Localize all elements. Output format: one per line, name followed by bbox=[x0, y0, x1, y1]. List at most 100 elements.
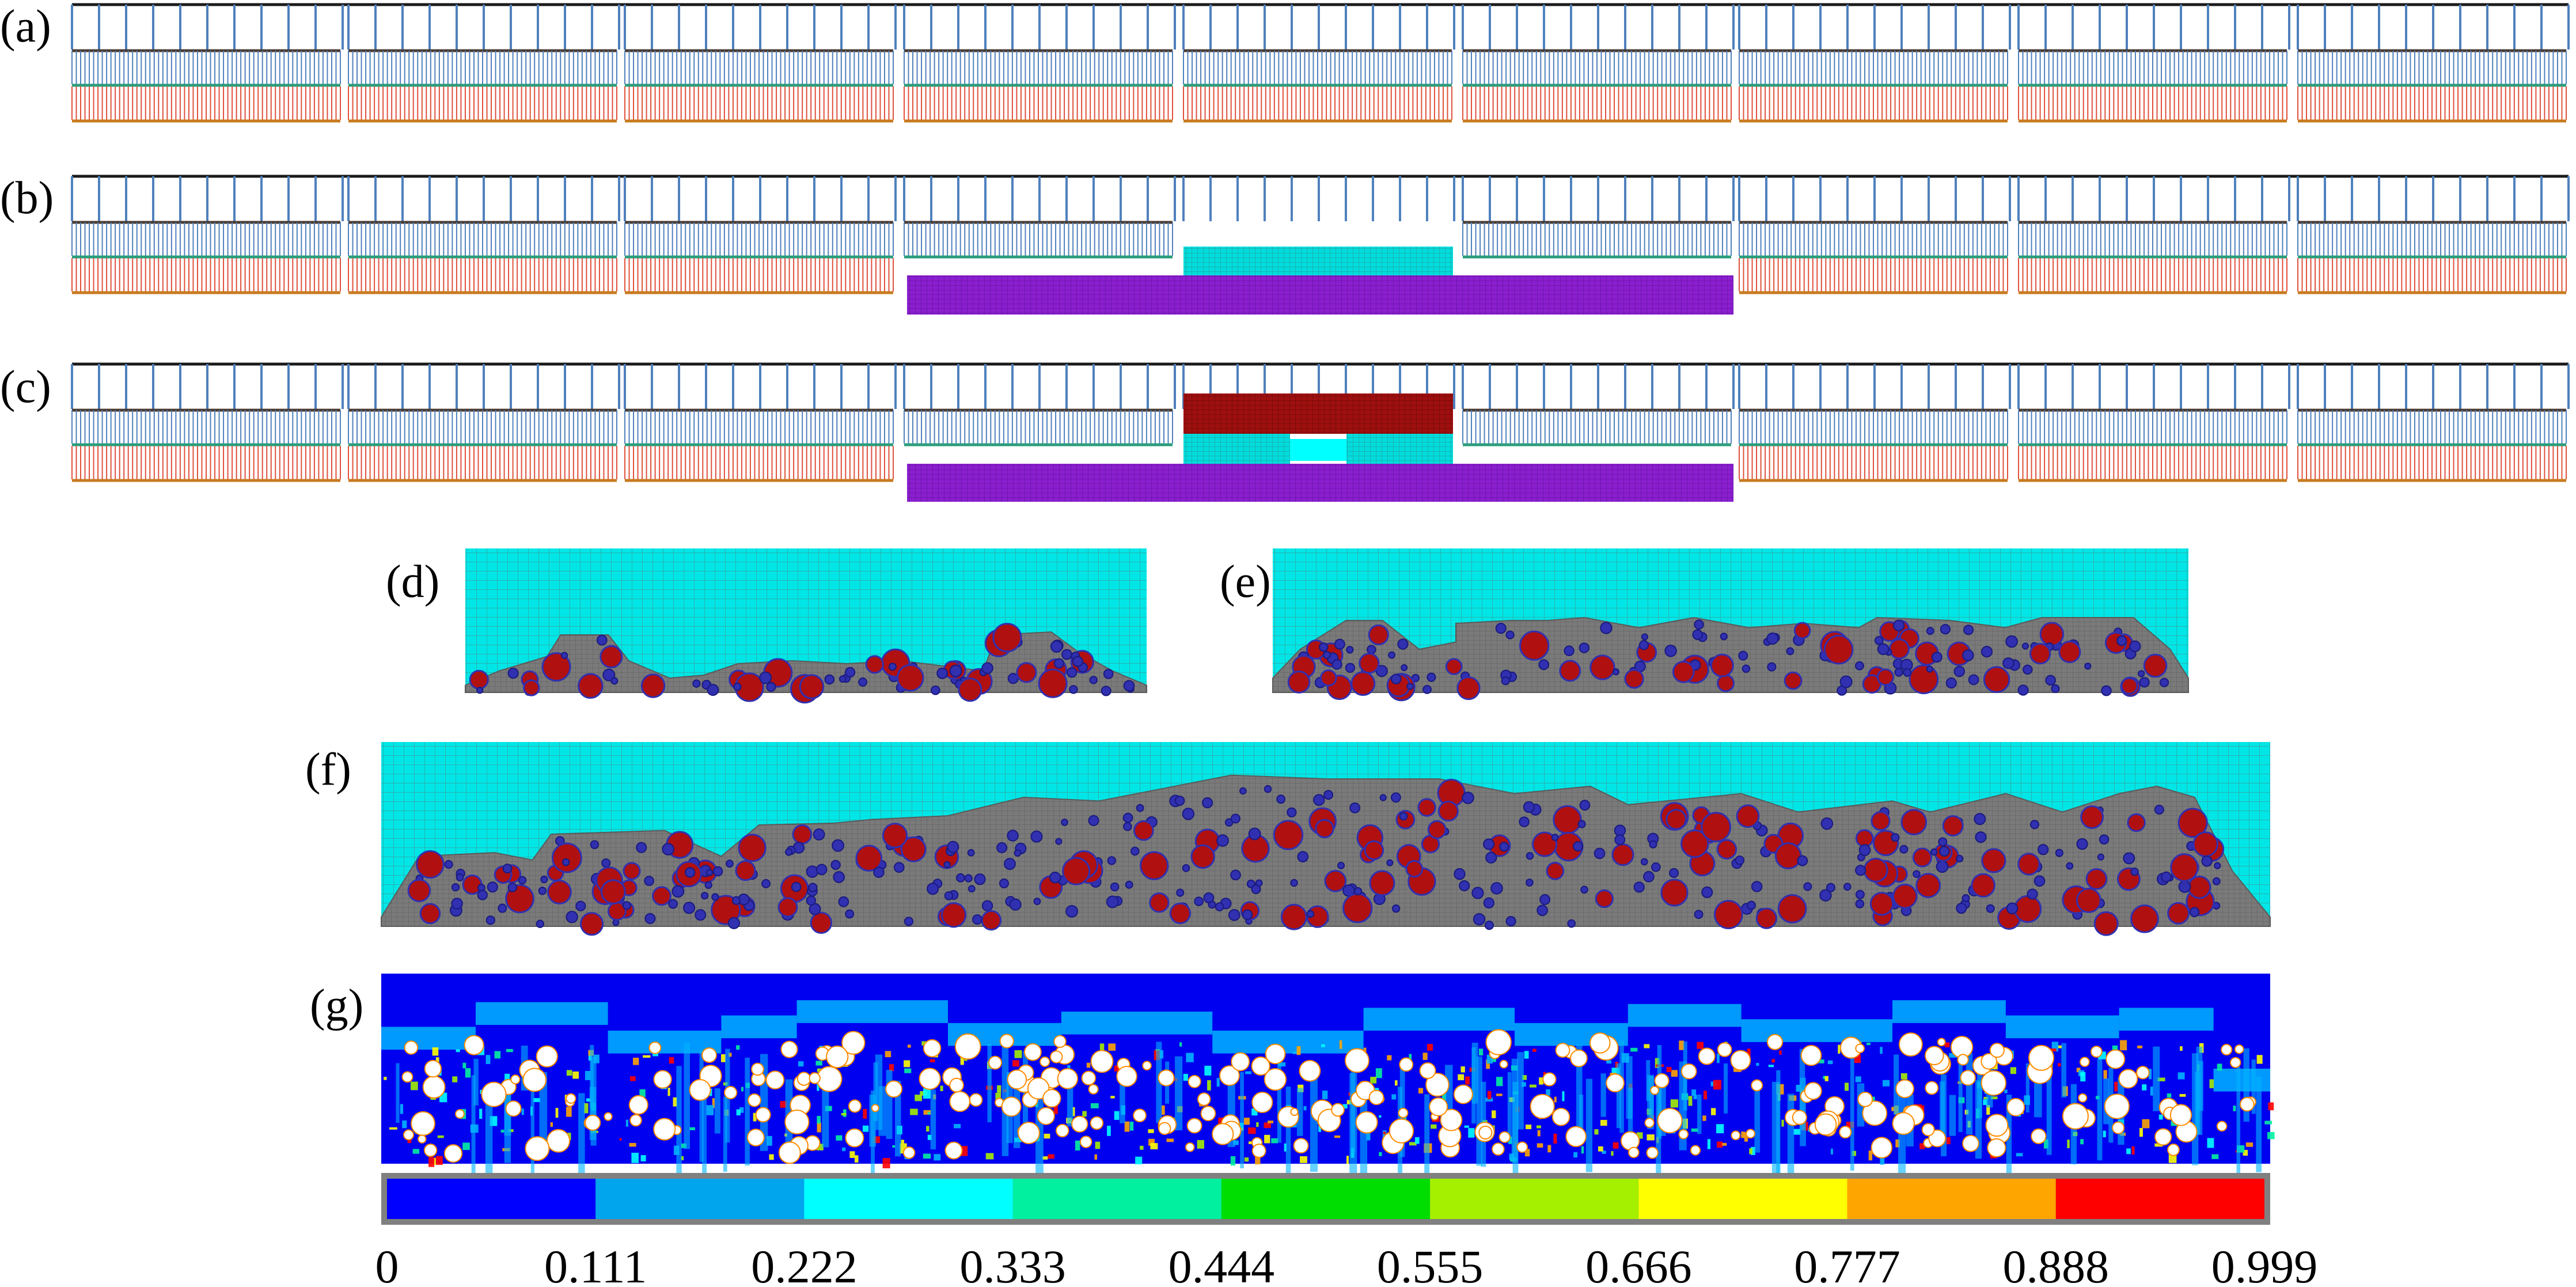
particle bbox=[2055, 849, 2063, 857]
field-speck bbox=[1441, 1092, 1446, 1100]
particle bbox=[1559, 660, 1581, 682]
field-particle bbox=[1516, 1141, 1528, 1153]
field-particle bbox=[1429, 1097, 1448, 1116]
particle bbox=[1913, 870, 1921, 878]
field-speck bbox=[1666, 1067, 1672, 1072]
field-speck bbox=[1233, 1140, 1239, 1145]
panel-d-deposit bbox=[465, 548, 1147, 704]
field-streak bbox=[1120, 1084, 1125, 1123]
colorbar-tick-label: 0.222 bbox=[751, 1240, 858, 1287]
field-speck bbox=[1278, 1062, 1286, 1067]
field-speck bbox=[1670, 1099, 1679, 1108]
particle bbox=[738, 834, 767, 862]
field-speck bbox=[625, 1119, 628, 1127]
particle bbox=[1216, 834, 1229, 847]
field-speck bbox=[1749, 1148, 1753, 1154]
field-streak bbox=[1966, 1053, 1973, 1135]
field-speck bbox=[412, 1149, 420, 1154]
field-speck bbox=[435, 1057, 439, 1063]
particle bbox=[1313, 794, 1325, 806]
particle bbox=[1931, 652, 1943, 663]
particle bbox=[1938, 837, 1948, 847]
field-streak bbox=[699, 1050, 704, 1163]
field-speck bbox=[1655, 1058, 1660, 1068]
field-particle bbox=[845, 1128, 864, 1148]
particle bbox=[1427, 820, 1447, 839]
field-speck bbox=[1108, 1043, 1116, 1051]
particle bbox=[2017, 853, 2040, 876]
field-speck bbox=[1573, 1152, 1578, 1158]
field-particle bbox=[1985, 1114, 2009, 1137]
particle bbox=[958, 677, 982, 702]
particle bbox=[566, 911, 578, 923]
field-particle bbox=[1680, 1063, 1697, 1080]
field-particle bbox=[1589, 1032, 1611, 1054]
field-particle bbox=[919, 1068, 941, 1090]
particle bbox=[1823, 634, 1854, 665]
field-speck bbox=[1707, 1139, 1711, 1149]
particle bbox=[947, 841, 959, 853]
panel-c-chain-array bbox=[71, 362, 2570, 482]
field-particle bbox=[2112, 1121, 2125, 1134]
field-speck bbox=[854, 1155, 859, 1163]
field-speck bbox=[1637, 1132, 1643, 1139]
field-speck bbox=[1919, 1143, 1925, 1149]
field-speck bbox=[1537, 1130, 1541, 1137]
field-speck bbox=[1095, 1141, 1101, 1149]
particle bbox=[1903, 668, 1912, 677]
field-particle bbox=[522, 1068, 547, 1092]
field-speck bbox=[736, 1109, 741, 1116]
field-speck bbox=[629, 1142, 636, 1147]
field-particle bbox=[1212, 1123, 1234, 1145]
particle bbox=[2130, 904, 2159, 933]
field-particle bbox=[1133, 1108, 1147, 1123]
particle bbox=[502, 864, 513, 874]
field-speck bbox=[1321, 1044, 1325, 1047]
field-speck bbox=[1129, 1122, 1134, 1131]
particle bbox=[1505, 915, 1516, 927]
particle bbox=[1483, 838, 1495, 850]
field-particle bbox=[784, 1110, 810, 1135]
field-speck bbox=[849, 1151, 855, 1158]
field-speck bbox=[1366, 1131, 1371, 1141]
particle bbox=[981, 662, 993, 675]
field-particle bbox=[848, 1099, 862, 1113]
field-streak bbox=[1296, 1088, 1303, 1136]
field-streak bbox=[1517, 1052, 1524, 1130]
particle bbox=[602, 668, 616, 682]
field-speck bbox=[1422, 1053, 1428, 1060]
particle bbox=[1405, 860, 1424, 878]
field-speck bbox=[1339, 1040, 1342, 1049]
field-speck bbox=[1644, 1044, 1650, 1048]
field-particle bbox=[1053, 1035, 1067, 1048]
particle bbox=[2212, 877, 2221, 885]
field-speck bbox=[2142, 1119, 2150, 1129]
field-streak bbox=[987, 1043, 992, 1123]
field-speck bbox=[1067, 1065, 1071, 1069]
field-particle bbox=[1440, 1108, 1463, 1131]
field-streak bbox=[2197, 1061, 2203, 1111]
field-speck bbox=[1107, 1126, 1111, 1136]
particle bbox=[1009, 898, 1022, 911]
field-band bbox=[721, 1015, 797, 1039]
field-speck bbox=[940, 1085, 943, 1092]
particle bbox=[1963, 624, 1974, 635]
particle bbox=[1716, 839, 1737, 860]
field-streak bbox=[2251, 1059, 2256, 1114]
particle bbox=[900, 836, 927, 862]
particle bbox=[1101, 686, 1111, 697]
particle bbox=[1826, 883, 1836, 892]
field-streak bbox=[1939, 1081, 1945, 1139]
field-speck bbox=[1983, 1096, 1989, 1100]
particle bbox=[640, 673, 666, 698]
chain-segment bbox=[1738, 364, 2011, 482]
particle bbox=[1337, 861, 1345, 869]
field-particle bbox=[629, 1114, 642, 1127]
panel-b-cyan-block bbox=[1183, 247, 1453, 275]
colorbar-segment bbox=[387, 1179, 596, 1219]
particle bbox=[575, 900, 586, 911]
particle bbox=[1490, 882, 1503, 895]
field-streak bbox=[714, 1088, 720, 1134]
particle bbox=[2013, 895, 2042, 923]
field-particle bbox=[424, 1059, 442, 1078]
